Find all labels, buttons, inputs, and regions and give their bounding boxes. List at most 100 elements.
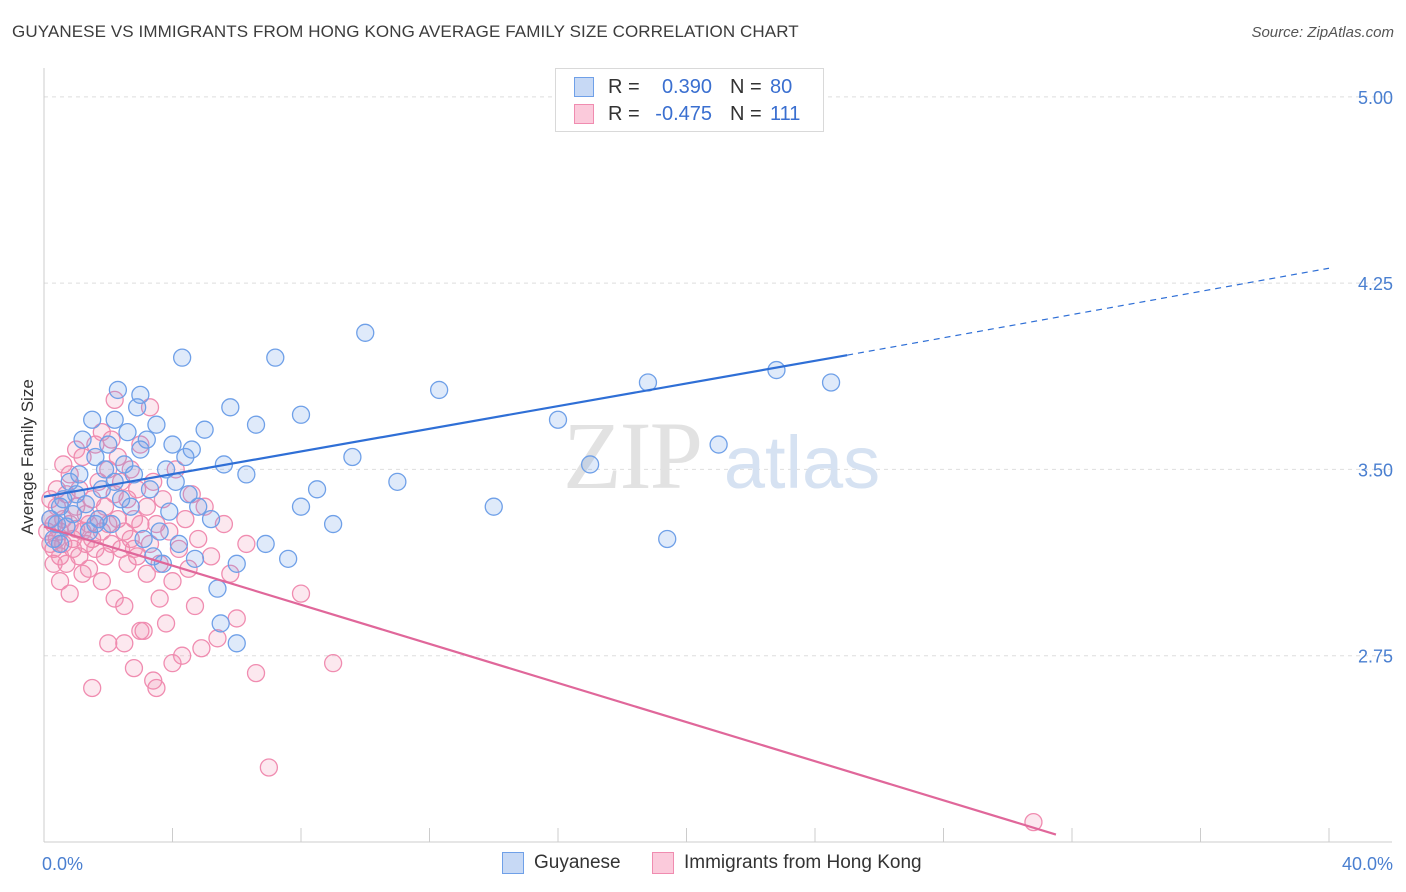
data-point-hong-kong — [323, 654, 343, 673]
y-axis-label: Average Family Size — [18, 379, 37, 535]
data-point-guyanese — [160, 502, 179, 521]
data-point-guyanese — [163, 435, 182, 454]
data-point-guyanese — [237, 465, 256, 484]
data-point-guyanese — [111, 490, 131, 509]
data-point-hong-kong — [189, 529, 208, 549]
data-point-guyanese — [709, 435, 728, 454]
data-point-hong-kong — [105, 589, 124, 608]
data-point-guyanese — [73, 430, 92, 449]
data-point-hong-kong — [60, 584, 79, 603]
gridlines — [44, 96, 1392, 657]
bottom-legend: Guyanese Immigrants from Hong Kong — [0, 852, 1406, 878]
data-point-guyanese — [70, 465, 89, 484]
data-point-guyanese — [179, 485, 198, 504]
data-point-hong-kong — [66, 440, 86, 459]
data-point-hong-kong — [137, 564, 156, 583]
data-point-hong-kong — [172, 646, 192, 665]
series-guyanese — [41, 323, 841, 653]
watermark: ZIP atlas — [563, 402, 880, 509]
tick-labels: 2.75 3.50 4.25 5.00 0.0% 40.0% — [42, 88, 1393, 874]
data-point-guyanese — [291, 405, 311, 424]
data-point-guyanese — [76, 495, 95, 514]
data-point-hong-kong — [150, 589, 169, 608]
data-point-hong-kong — [291, 584, 311, 603]
data-point-guyanese — [86, 514, 105, 534]
legend: R = 0.390 N = 80 R = -0.475 N = 111 — [555, 68, 824, 132]
trendline-guyanese-extended — [847, 267, 1330, 356]
data-point-guyanese — [134, 529, 153, 549]
data-point-hong-kong — [147, 678, 166, 698]
bottom-legend-guyanese: Guyanese — [502, 852, 621, 874]
data-point-guyanese — [821, 373, 841, 392]
data-point-hong-kong — [227, 609, 246, 628]
data-point-guyanese — [172, 348, 192, 367]
data-point-guyanese — [429, 380, 449, 400]
data-point-hong-kong — [163, 654, 182, 673]
data-point-guyanese — [548, 410, 568, 429]
data-point-guyanese — [166, 472, 185, 491]
data-point-guyanese — [147, 415, 166, 434]
legend-n-label: N = — [730, 75, 762, 98]
data-point-guyanese — [105, 410, 124, 429]
data-point-hong-kong — [131, 514, 150, 534]
data-point-hong-kong — [169, 539, 189, 559]
data-point-guyanese — [50, 534, 70, 554]
data-point-hong-kong — [121, 529, 140, 549]
data-point-hong-kong — [92, 572, 111, 591]
data-point-hong-kong — [60, 465, 79, 484]
data-point-guyanese — [323, 514, 343, 534]
data-point-guyanese — [246, 415, 266, 434]
data-point-guyanese — [108, 380, 128, 400]
legend-r-label: R = — [608, 102, 640, 125]
data-point-guyanese — [388, 472, 407, 491]
data-point-guyanese — [176, 447, 195, 467]
data-point-guyanese — [131, 385, 150, 405]
data-point-hong-kong — [115, 634, 134, 653]
data-point-hong-kong — [201, 547, 221, 566]
data-point-guyanese — [102, 514, 121, 534]
data-point-guyanese — [150, 522, 169, 541]
data-point-hong-kong — [160, 522, 179, 541]
data-point-hong-kong — [54, 455, 73, 474]
data-point-guyanese — [169, 534, 189, 554]
bottom-legend-label: Guyanese — [534, 852, 621, 873]
data-point-guyanese — [83, 410, 102, 429]
data-point-guyanese — [767, 360, 786, 380]
data-point-guyanese — [185, 549, 205, 568]
data-point-hong-kong — [185, 596, 205, 616]
data-point-guyanese — [343, 447, 362, 467]
data-point-guyanese — [95, 460, 115, 479]
data-point-hong-kong — [163, 572, 182, 591]
data-point-guyanese — [137, 430, 156, 449]
data-point-guyanese — [118, 423, 137, 442]
data-point-guyanese — [121, 497, 140, 516]
legend-row-hong-kong: R = -0.475 N = 111 — [574, 102, 800, 126]
y-tick-label: 5.00 — [1358, 88, 1393, 108]
data-point-guyanese — [307, 480, 327, 499]
data-point-guyanese — [131, 440, 150, 459]
trendlines — [43, 267, 1330, 836]
data-point-guyanese — [105, 472, 124, 491]
data-point-guyanese — [221, 398, 240, 417]
data-point-hong-kong — [259, 758, 279, 777]
data-point-guyanese — [63, 504, 83, 524]
series-immigrants-hong-kong — [38, 390, 1043, 832]
data-point-guyanese — [356, 323, 375, 342]
watermark-zip: ZIP — [563, 402, 701, 509]
bottom-legend-label: Immigrants from Hong Kong — [684, 852, 922, 873]
data-point-hong-kong — [192, 639, 211, 658]
data-point-guyanese — [189, 497, 208, 516]
data-point-guyanese — [115, 455, 134, 474]
legend-r-label: R = — [608, 75, 640, 98]
data-point-hong-kong — [246, 663, 266, 683]
data-point-guyanese — [266, 348, 285, 367]
data-point-guyanese — [291, 497, 311, 516]
data-point-hong-kong — [50, 572, 70, 591]
data-point-guyanese — [227, 634, 246, 653]
data-point-hong-kong — [137, 497, 156, 516]
data-point-guyanese — [484, 497, 503, 516]
data-point-hong-kong — [124, 658, 144, 678]
data-point-hong-kong — [44, 554, 63, 573]
x-tick-label: 0.0% — [42, 854, 83, 874]
